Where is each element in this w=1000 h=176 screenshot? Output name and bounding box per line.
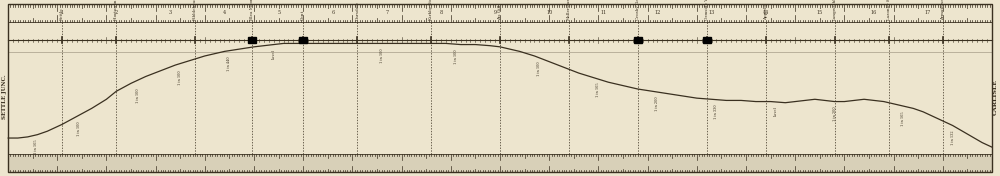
Text: 3: 3	[169, 11, 172, 15]
Bar	[703, 37, 711, 43]
Text: 9: 9	[494, 11, 497, 15]
Text: 8: 8	[439, 11, 443, 15]
Text: Blea Moor Tunnel N.End: Blea Moor Tunnel N.End	[250, 0, 254, 20]
Text: 1: 1	[61, 11, 64, 15]
Text: 1 in 100: 1 in 100	[380, 48, 384, 63]
Text: 6: 6	[331, 11, 334, 15]
Text: 11: 11	[600, 11, 606, 15]
Text: Armathwaite: Armathwaite	[941, 0, 945, 20]
Bar	[8, 154, 992, 172]
Text: 1 in 100: 1 in 100	[537, 61, 541, 76]
Text: 1 in 200: 1 in 200	[833, 106, 837, 121]
Text: 1 in 200: 1 in 200	[655, 96, 659, 111]
Text: Crosby Garrett: Crosby Garrett	[636, 0, 640, 20]
Text: 1 in 132: 1 in 132	[951, 130, 955, 145]
Text: Ribblehead: Ribblehead	[193, 0, 197, 20]
Text: 1 in 100: 1 in 100	[136, 88, 140, 103]
Text: 7: 7	[385, 11, 388, 15]
Bar	[634, 37, 642, 43]
Text: 1 in 165: 1 in 165	[34, 140, 38, 154]
Text: Dent: Dent	[301, 10, 305, 20]
Text: 10: 10	[546, 11, 552, 15]
Text: 1 in 100: 1 in 100	[77, 121, 81, 136]
Text: Ais Gill: Ais Gill	[498, 5, 502, 20]
Text: CARLISLE: CARLISLE	[993, 79, 998, 115]
Text: 1 in 440: 1 in 440	[227, 56, 231, 71]
Text: 1 in 100: 1 in 100	[178, 70, 182, 85]
Text: 1 in 100: 1 in 100	[454, 50, 458, 64]
Bar	[299, 37, 307, 43]
Text: Level: Level	[774, 106, 778, 116]
Text: 15: 15	[817, 11, 823, 15]
Text: 1 in 165: 1 in 165	[596, 83, 600, 97]
Text: Lazonby & Kirkoswald: Lazonby & Kirkoswald	[887, 0, 891, 20]
Text: 13: 13	[708, 11, 715, 15]
Text: Appleby: Appleby	[764, 3, 768, 20]
Text: Mallerstang: Mallerstang	[567, 0, 571, 20]
Text: 5: 5	[277, 11, 280, 15]
Text: 16: 16	[871, 11, 877, 15]
Text: 14: 14	[763, 11, 769, 15]
Text: 1 in 330: 1 in 330	[714, 104, 718, 119]
Text: 2: 2	[115, 11, 118, 15]
Bar	[248, 37, 256, 43]
Text: 12: 12	[654, 11, 661, 15]
Bar	[8, 4, 992, 22]
Text: Level: Level	[272, 50, 276, 59]
Text: Langwathby: Langwathby	[833, 0, 837, 20]
Text: Horton in Ribblesdale: Horton in Ribblesdale	[114, 0, 118, 20]
Text: 4: 4	[223, 11, 226, 15]
Text: 17: 17	[925, 11, 931, 15]
Text: Ormside Viaduct: Ormside Viaduct	[705, 0, 709, 20]
Text: Garsdale: Garsdale	[355, 1, 359, 20]
Text: SETTLE JUNC.: SETTLE JUNC.	[2, 75, 7, 119]
Text: Settle: Settle	[60, 7, 64, 20]
Text: Kirkby Stephen: Kirkby Stephen	[429, 0, 433, 20]
Text: 1 in 165: 1 in 165	[901, 111, 905, 126]
